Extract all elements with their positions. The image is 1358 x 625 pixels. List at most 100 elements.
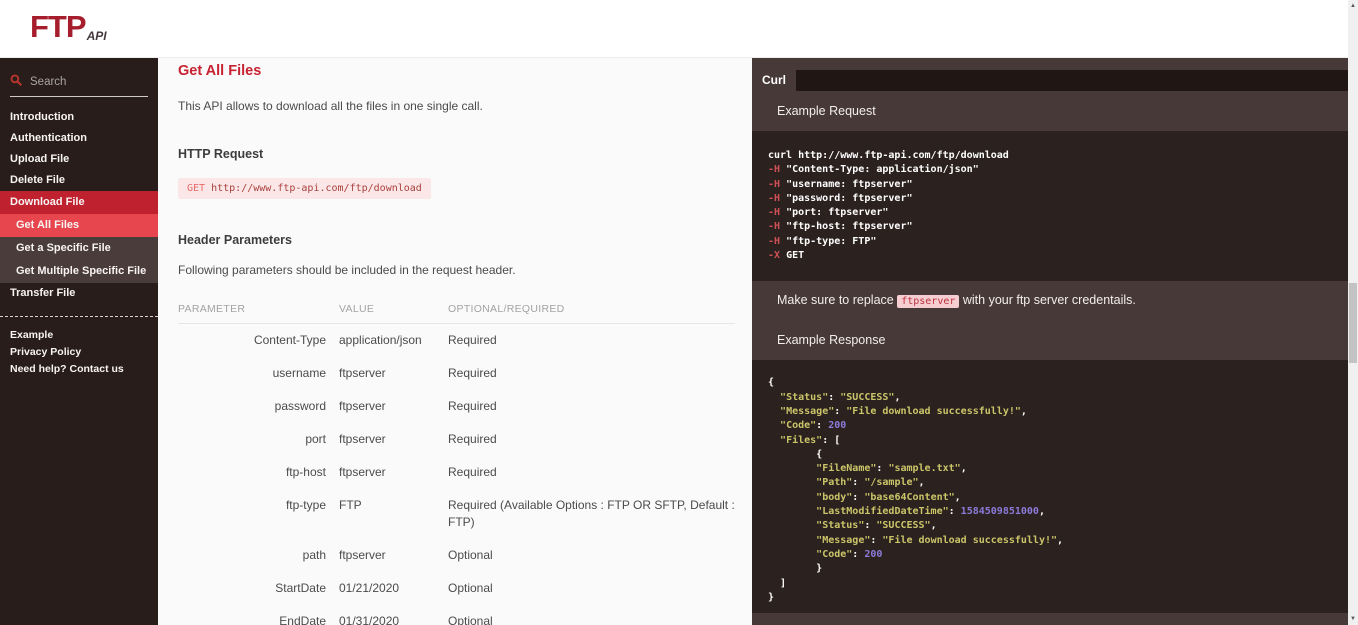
search-box[interactable]	[10, 72, 148, 97]
column-header-optional-required: OPTIONAL/REQUIRED	[448, 297, 735, 324]
code-line: "Code": 200	[816, 548, 883, 560]
code-line: -H "port: ftpserver"	[768, 207, 889, 219]
table-row: port ftpserver Required	[178, 423, 735, 456]
endpoint-url: http://www.ftp-api.com/ftp/download	[211, 183, 422, 194]
table-row: ftp-type FTP Required (Available Options :…	[178, 489, 735, 539]
sidebar-item-get-all-files[interactable]: Get All Files	[0, 214, 158, 237]
code-line: "Code": 200	[780, 420, 847, 432]
cell-value: ftpserver	[339, 366, 386, 380]
example-response-code[interactable]: { "Status": "SUCCESS", "Message": "File …	[752, 360, 1348, 614]
header-parameters-table: PARAMETER VALUE OPTIONAL/REQUIRED Content-…	[178, 297, 735, 625]
code-line: "Status": "SUCCESS",	[816, 520, 937, 532]
cell-req: Required	[448, 366, 497, 380]
example-request-code[interactable]: curl http://www.ftp-api.com/ftp/download…	[752, 131, 1348, 282]
sidebar-item-get-a-specific-file[interactable]: Get a Specific File	[0, 237, 158, 260]
page-scrollbar[interactable]: ▲ ▼	[1348, 0, 1358, 625]
cell-value: ftpserver	[339, 399, 386, 413]
code-line: "Status": "SUCCESS",	[780, 391, 901, 403]
footer-link-example[interactable]: Example	[10, 329, 54, 341]
sidebar-item-transfer-file[interactable]: Transfer File	[10, 287, 76, 299]
table-row: ftp-host ftpserver Required	[178, 456, 735, 489]
sidebar-item-introduction[interactable]: Introduction	[10, 111, 75, 123]
scrollbar-down-arrow[interactable]: ▼	[1350, 616, 1356, 622]
cell-req: Optional	[448, 548, 493, 562]
cell-req: Required	[448, 432, 497, 446]
code-line: {	[768, 448, 823, 460]
cell-req: Required	[448, 399, 497, 413]
code-line: }	[768, 591, 775, 603]
table-row: password ftpserver Required	[178, 390, 735, 423]
cell-req: Optional	[448, 581, 493, 595]
cell-param: username	[272, 366, 326, 380]
code-line: curl http://www.ftp-api.com/ftp/download	[768, 150, 1009, 161]
cell-value: 01/21/2020	[339, 581, 400, 595]
search-input[interactable]	[10, 76, 130, 88]
cell-param: path	[302, 548, 326, 562]
sidebar-item-get-multiple-specific-file[interactable]: Get Multiple Specific File	[0, 260, 158, 283]
cell-req: Required (Available Options : FTP OR SFT…	[448, 498, 735, 529]
table-row: EndDate 01/31/2020 Optional	[178, 605, 735, 625]
code-line: ]	[768, 577, 787, 589]
cell-param: ftp-type	[285, 498, 326, 512]
column-header-parameter: PARAMETER	[178, 297, 339, 324]
cell-param: StartDate	[275, 581, 326, 595]
code-line: -H "ftp-host: ftpserver"	[768, 221, 913, 233]
logo-text-main: FTP	[30, 9, 87, 44]
cell-param: EndDate	[279, 614, 326, 625]
cell-value: FTP	[339, 498, 362, 512]
column-header-value: VALUE	[339, 297, 448, 324]
cell-value: 01/31/2020	[339, 614, 400, 625]
logo-text-sub: API	[86, 29, 107, 43]
header-parameters-heading: Header Parameters	[178, 233, 292, 247]
code-line: "FileName": "sample.txt",	[816, 463, 967, 475]
header-parameters-description: Following parameters should be included …	[178, 263, 516, 277]
code-line: "Message": "File download successfully!"…	[780, 405, 1027, 417]
search-icon	[10, 74, 22, 86]
sidebar-footer-links: Example Privacy Policy Need help? Contact …	[0, 327, 158, 378]
ftp-api-logo[interactable]: FTPAPI	[30, 9, 107, 45]
cell-value: ftpserver	[339, 465, 386, 479]
code-line: "body": "base64Content",	[816, 491, 961, 503]
code-line: -X GET	[768, 250, 805, 262]
cell-req: Required	[448, 333, 497, 347]
main-content: Get All Files This API allows to downloa…	[158, 58, 752, 625]
code-line: "Path": "/sample",	[816, 477, 925, 489]
sidebar-item-upload-file[interactable]: Upload File	[10, 153, 70, 165]
cell-req: Required	[448, 465, 497, 479]
table-header-row: PARAMETER VALUE OPTIONAL/REQUIRED	[178, 297, 735, 324]
note-text-after: with your ftp server credentails.	[959, 293, 1136, 308]
cell-req: Optional	[448, 614, 493, 625]
http-method: GET	[187, 183, 212, 194]
tab-curl[interactable]: Curl	[752, 70, 796, 91]
top-header: FTPAPI	[0, 0, 1348, 58]
code-example-panel: Curl Example Request curl http://www.ftp…	[752, 57, 1348, 625]
footer-link-contact-us[interactable]: Need help? Contact us	[10, 363, 124, 375]
code-line: -H "password: ftpserver"	[768, 192, 913, 204]
page-title: Get All Files	[178, 63, 262, 79]
table-row: path ftpserver Optional	[178, 539, 735, 572]
code-line: "Message": "File download successfully!"…	[816, 534, 1064, 546]
sidebar-item-delete-file[interactable]: Delete File	[10, 174, 66, 186]
sidebar-divider	[0, 316, 158, 317]
sidebar-item-download-file[interactable]: Download File	[0, 191, 158, 214]
note-code-chip: ftpserver	[897, 295, 960, 309]
example-request-label: Example Request	[777, 104, 876, 118]
sidebar: Introduction Authentication Upload File Del…	[0, 58, 158, 625]
sidebar-item-authentication[interactable]: Authentication	[10, 132, 87, 144]
cell-param: ftp-host	[285, 465, 326, 479]
cell-param: Content-Type	[253, 333, 326, 347]
cell-param: password	[274, 399, 326, 413]
scrollbar-up-arrow[interactable]: ▲	[1350, 3, 1356, 9]
footer-link-privacy-policy[interactable]: Privacy Policy	[10, 346, 82, 358]
sidebar-nav: Introduction Authentication Upload File Del…	[0, 107, 158, 304]
code-line: "LastModifiedDateTime": 1584509851000,	[816, 506, 1045, 518]
cell-value: ftpserver	[339, 432, 386, 446]
scrollbar-thumb[interactable]	[1349, 283, 1357, 363]
note-text-before: Make sure to replace	[777, 293, 898, 308]
language-tab-bar: Curl	[752, 70, 1348, 91]
example-response-label: Example Response	[777, 333, 886, 348]
http-request-heading: HTTP Request	[178, 147, 264, 161]
code-line: -H "username: ftpserver"	[768, 178, 913, 190]
code-line: -H "ftp-type: FTP"	[768, 235, 877, 247]
table-row: StartDate 01/21/2020 Optional	[178, 572, 735, 605]
